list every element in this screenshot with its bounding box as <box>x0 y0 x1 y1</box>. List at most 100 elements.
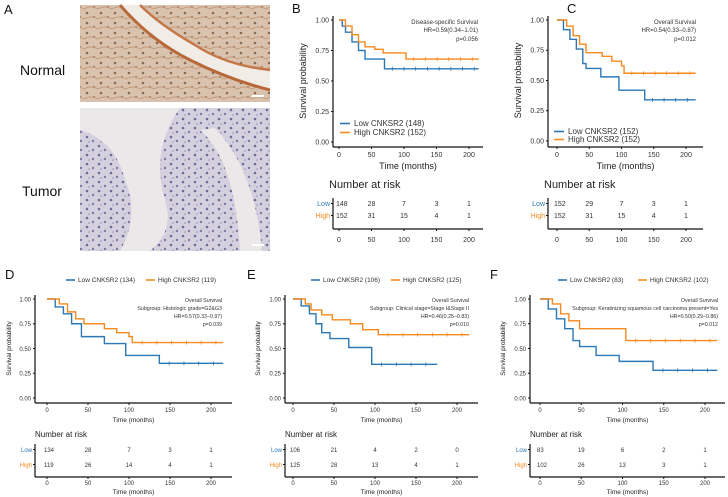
x-tick-label: 50 <box>331 408 338 414</box>
risk-x-tick-label: 50 <box>331 481 338 487</box>
legend-label-low: Low CNKSR2 (148) <box>354 119 425 128</box>
risk-count-low: 3 <box>435 201 439 208</box>
risk-count-high: 1 <box>467 213 471 220</box>
risk-count-high: 15 <box>618 213 626 220</box>
x-tick-label: 200 <box>463 152 475 159</box>
legend-label-low: Low CNKSR2 (106) <box>323 277 380 284</box>
legend-label-high: High CNKSR2 (125) <box>403 277 462 284</box>
risk-x-tick-label: 150 <box>411 481 422 487</box>
risk-x-tick-label: 150 <box>648 237 660 244</box>
risk-row-label-low: Low <box>516 448 528 454</box>
y-tick-label: 0.75 <box>530 48 544 55</box>
risk-count-low: 28 <box>85 448 92 454</box>
risk-x-tick-label: 150 <box>659 481 670 487</box>
risk-count-low: 28 <box>368 201 376 208</box>
risk-count-low: 29 <box>585 201 593 208</box>
risk-table-title: Number at risk <box>544 179 616 191</box>
risk-x-tick-label: 0 <box>538 481 542 487</box>
risk-count-low: 6 <box>621 448 625 454</box>
y-tick-label: 0.50 <box>19 347 31 353</box>
risk-count-high: 1 <box>209 463 213 469</box>
y-tick-label: 0.25 <box>19 372 31 378</box>
risk-count-low: 134 <box>44 448 55 454</box>
risk-count-high: 102 <box>537 463 548 469</box>
risk-count-high: 4 <box>652 213 656 220</box>
x-axis-title: Time (months) <box>379 161 437 171</box>
y-tick-label: 0.00 <box>514 396 526 402</box>
x-tick-label: 0 <box>45 408 49 414</box>
x-tick-label: 200 <box>206 408 217 414</box>
x-tick-label: 150 <box>648 152 660 159</box>
x-tick-label: 0 <box>291 408 295 414</box>
risk-count-high: 119 <box>44 463 54 469</box>
stat-annotation: p=0.012 <box>674 37 697 43</box>
panel-label: D <box>5 267 14 282</box>
y-axis-title: Survival probability <box>255 320 262 375</box>
x-tick-label: 150 <box>411 408 422 414</box>
risk-x-tick-label: 200 <box>452 481 463 487</box>
x-tick-label: 0 <box>538 408 542 414</box>
risk-x-axis-title: Time (months) <box>607 489 649 496</box>
stat-annotation: HR=0.46(0.25–0.83) <box>421 314 469 320</box>
x-tick-label: 150 <box>659 408 670 414</box>
panel-a-ihc: A Normal Tumor <box>4 2 271 251</box>
stat-annotation: Disease-specific Survival <box>411 20 478 26</box>
stat-annotation: Subgroup: Keratinizing squamous cell car… <box>572 306 718 312</box>
risk-table-title: Number at risk <box>35 430 88 439</box>
x-tick-label: 100 <box>124 408 135 414</box>
km-curve-low <box>293 298 438 366</box>
y-tick-label: 1.00 <box>315 17 329 24</box>
risk-x-tick-label: 200 <box>463 237 475 244</box>
stat-annotation: p=0.039 <box>203 322 222 328</box>
legend-label-high: High CNKSR2 (119) <box>158 277 216 284</box>
risk-x-tick-label: 200 <box>680 237 692 244</box>
km-curve-high <box>339 19 479 60</box>
risk-x-tick-label: 50 <box>85 481 92 487</box>
y-tick-label: 0.50 <box>514 347 526 353</box>
tumor-tissue-image <box>80 108 270 251</box>
km-curve-low <box>557 19 696 101</box>
x-tick-label: 100 <box>370 408 381 414</box>
x-tick-label: 50 <box>85 408 92 414</box>
stat-annotation: Subgroup: Histologic grade=G2&G3 <box>137 306 222 312</box>
risk-count-high: 152 <box>336 213 348 220</box>
x-tick-label: 150 <box>431 152 443 159</box>
risk-x-tick-label: 0 <box>291 481 295 487</box>
y-tick-label: 0.25 <box>315 109 329 116</box>
legend-label-high: High CNKSR2 (102) <box>650 277 709 284</box>
y-axis-title: Survival probability <box>513 42 523 118</box>
risk-x-tick-label: 100 <box>124 481 135 487</box>
y-tick-label: 0.50 <box>315 78 329 85</box>
risk-x-tick-label: 50 <box>585 237 593 244</box>
panel-label: C <box>567 1 576 16</box>
risk-count-low: 1 <box>467 201 471 208</box>
km-curve-low <box>540 298 718 371</box>
x-tick-label: 0 <box>337 152 341 159</box>
risk-row-label-high: High <box>515 463 527 469</box>
risk-x-tick-label: 0 <box>45 481 49 487</box>
y-tick-label: 0.75 <box>19 322 31 328</box>
risk-count-high: 15 <box>400 213 408 220</box>
x-tick-label: 50 <box>578 408 585 414</box>
risk-count-low: 3 <box>168 448 172 454</box>
x-axis-title: Time (months) <box>597 161 655 171</box>
risk-count-high: 13 <box>372 463 379 469</box>
risk-count-high: 26 <box>85 463 92 469</box>
y-tick-label: 1.00 <box>530 17 544 24</box>
stat-annotation: p=0.056 <box>456 37 479 43</box>
x-axis-title: Time (months) <box>361 417 403 424</box>
y-tick-label: 0.25 <box>269 372 281 378</box>
risk-x-axis-title: Time (months) <box>361 489 403 496</box>
risk-row-label-high: High <box>20 463 32 469</box>
risk-count-high: 4 <box>414 463 418 469</box>
stat-annotation: Overall Survival <box>185 298 222 304</box>
x-tick-label: 100 <box>616 152 628 159</box>
risk-count-high: 1 <box>703 463 707 469</box>
risk-count-high: 152 <box>554 213 566 220</box>
normal-tissue-image <box>80 4 271 102</box>
risk-count-low: 83 <box>537 448 544 454</box>
y-tick-label: 0.75 <box>269 322 281 328</box>
risk-row-label-low: Low <box>532 201 546 208</box>
